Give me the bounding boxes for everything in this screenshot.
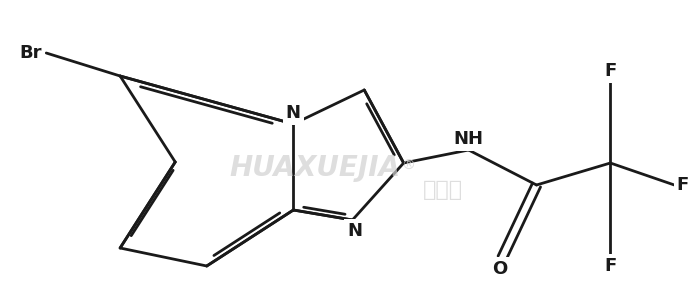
Text: NH: NH [453,130,484,148]
Text: F: F [604,62,617,80]
Text: HUAXUEJIA: HUAXUEJIA [229,154,400,182]
Text: ®: ® [402,159,415,173]
Text: N: N [286,104,301,122]
Text: Br: Br [20,44,42,62]
Text: 化学加: 化学加 [423,180,463,200]
Text: F: F [677,176,688,194]
Text: N: N [347,222,362,240]
Text: O: O [493,260,508,278]
Text: F: F [604,257,617,275]
